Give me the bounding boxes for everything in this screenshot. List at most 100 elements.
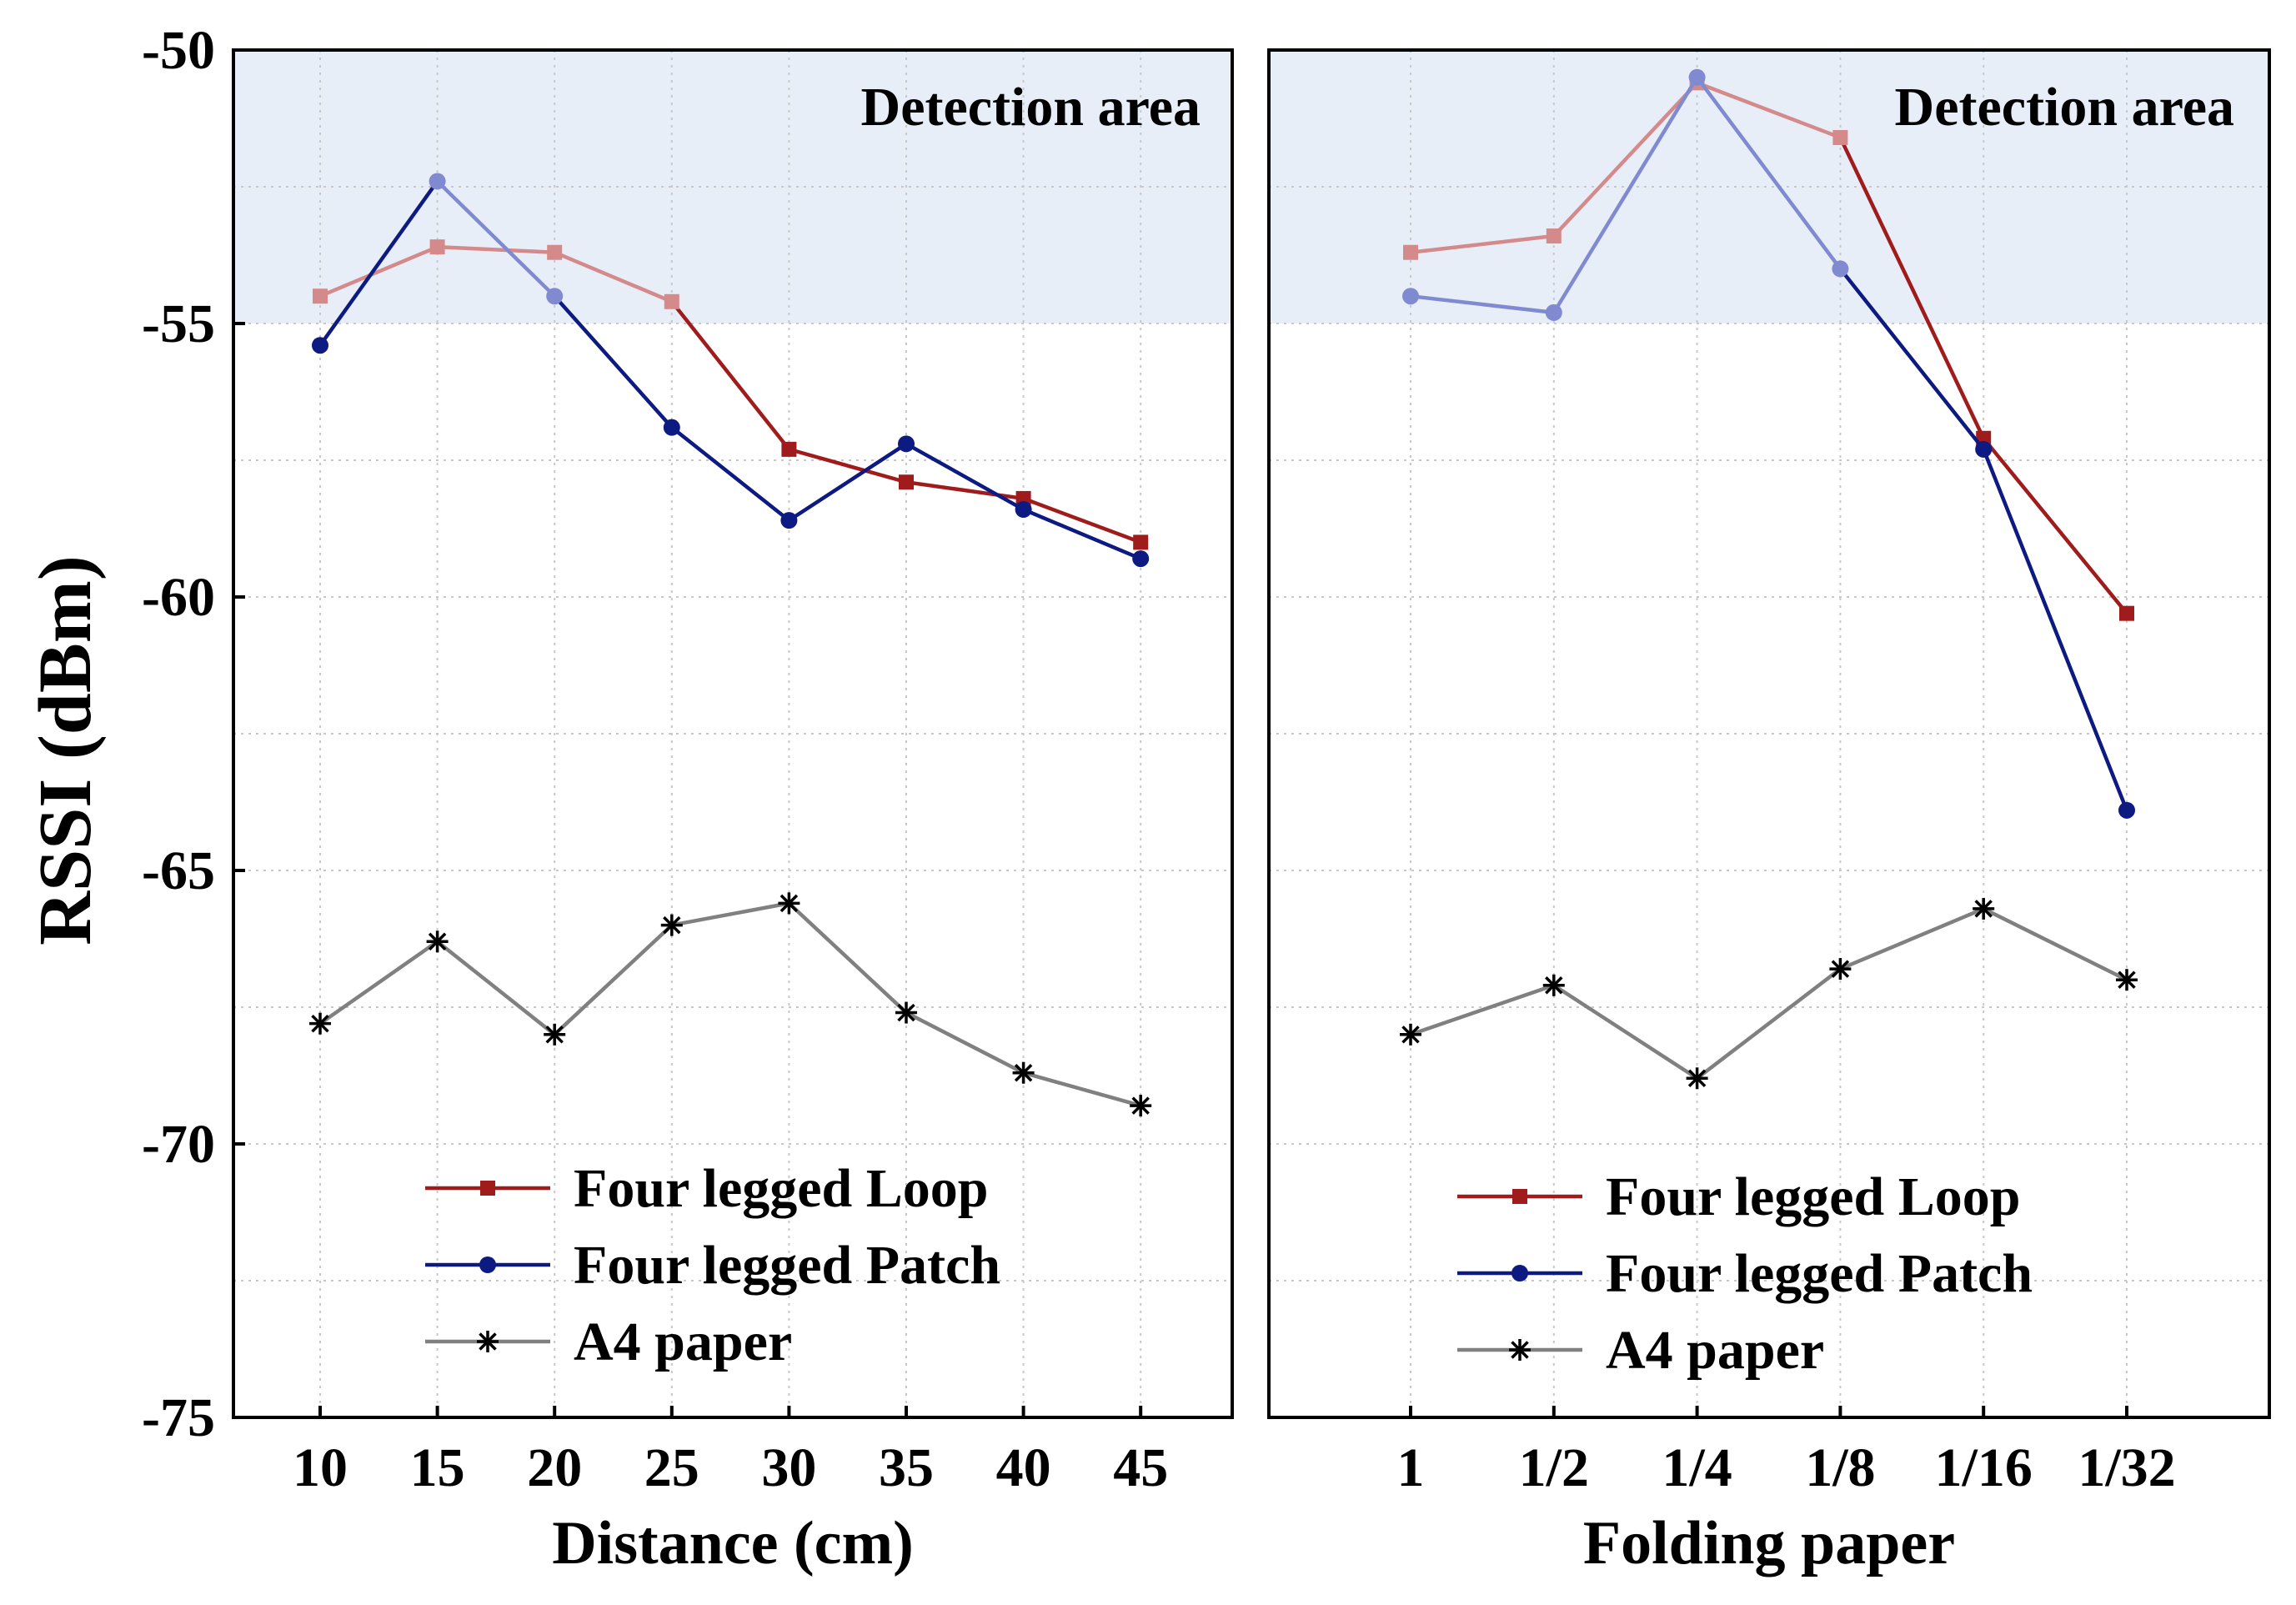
series-patch-point-1-4 (1688, 68, 1706, 86)
x-tick-label-10: 10 (293, 1437, 348, 1498)
detection-area-label: Detection area (1895, 77, 2234, 138)
series-a4-point-25 (660, 914, 683, 936)
y-tick-label: -70 (142, 1114, 215, 1175)
legend-label: Four legged Patch (574, 1235, 1000, 1296)
legend-marker-square (1512, 1189, 1527, 1204)
series-patch-point-1-32 (2118, 801, 2135, 819)
x-tick-label-1-8: 1/8 (1805, 1437, 1875, 1498)
series-a4-segment (669, 901, 791, 927)
plot-frame (232, 48, 1234, 1419)
series-a4-point-30 (778, 892, 800, 915)
legend-item-loop: Four legged Loop (1457, 1166, 2020, 1227)
detection-area-label: Detection area (861, 77, 1201, 138)
x-tick-label-20: 20 (527, 1437, 582, 1498)
series-loop-point-30 (781, 441, 797, 457)
series-loop-point-1-2 (1546, 228, 1562, 244)
series-a4-segment (1408, 983, 1557, 1037)
legend-label: A4 paper (574, 1312, 792, 1372)
x-tick-label-1-2: 1/2 (1519, 1437, 1589, 1498)
series-a4-point-45 (1130, 1095, 1152, 1117)
x-tick-label-25: 25 (644, 1437, 699, 1498)
series-patch-point-15 (429, 173, 446, 190)
series-loop-point-20 (547, 244, 563, 260)
series-loop-segment (1552, 81, 1699, 238)
series-patch-point-30 (780, 512, 798, 529)
series-patch-point-1 (1402, 288, 1419, 305)
series-loop-point-10 (313, 288, 328, 304)
x-tick-label-1-16: 1/16 (1935, 1437, 2033, 1498)
legend: Four legged Loop Four legged Patch A4 pape… (425, 1158, 1000, 1372)
series-a4-point-40 (1012, 1061, 1035, 1084)
x-tick-label-1: 1 (1397, 1437, 1425, 1498)
legend-marker-asterisk (477, 1331, 499, 1352)
y-tick-label: -65 (142, 840, 215, 901)
series-loop-segment (435, 244, 557, 254)
series-a4-segment (318, 940, 439, 1026)
series-a4-point-1-16 (1973, 897, 1995, 920)
series-loop-segment (1408, 233, 1557, 254)
series-patch-point-1-16 (1975, 440, 1993, 458)
legend-label: A4 paper (1606, 1320, 1824, 1381)
legend-label: Four legged Loop (1606, 1166, 2020, 1227)
series-a4-point-1 (1400, 1023, 1421, 1046)
panel-folding-paper: Detection area 1 1/2 1/4 1/8 1/16 1/32 Folding … (1267, 48, 2271, 1577)
series-patch-segment (1552, 75, 1699, 315)
series-a4-segment (1695, 966, 1842, 1081)
y-tick-label: -55 (142, 293, 215, 354)
legend-item-a4: A4 paper (1457, 1320, 1824, 1381)
series-loop-point-35 (899, 474, 914, 490)
series-a4-segment (1552, 983, 1699, 1081)
series-patch-segment (787, 442, 909, 523)
series-patch-point-1-8 (1832, 260, 1849, 278)
series-patch-segment (552, 293, 674, 429)
x-tick-label-35: 35 (879, 1437, 934, 1498)
series-patch-point-20 (546, 288, 564, 305)
series-loop-segment (904, 479, 1025, 501)
legend-marker-circle (1511, 1265, 1528, 1281)
series-a4-segment (1021, 1071, 1143, 1108)
series-loop-segment (318, 244, 439, 298)
series-a4-point-15 (426, 930, 449, 953)
series-patch-point-1-2 (1545, 303, 1562, 321)
series-loop-segment (1021, 496, 1143, 544)
series-patch-segment (904, 442, 1025, 512)
legend-label: Four legged Patch (1606, 1243, 2033, 1304)
series-a4-segment (552, 923, 674, 1037)
legend-item-loop: Four legged Loop (425, 1158, 988, 1219)
y-tick-label: -60 (142, 567, 215, 628)
series-loop-point-1-32 (2119, 605, 2134, 621)
plot-frame (1267, 48, 2271, 1419)
series-a4-segment (1838, 906, 1986, 971)
series-a4-point-1-4 (1686, 1067, 1708, 1090)
series-loop-segment (669, 299, 791, 452)
panel-distance: Detection area -50 -55 -60 -65 -70 -75 10 15 20 25… (142, 20, 1234, 1577)
series-patch-point-25 (663, 419, 680, 436)
legend-marker-square (480, 1181, 495, 1196)
x-axis-label: Folding paper (1583, 1509, 1955, 1577)
series-loop-segment (552, 250, 674, 304)
series-loop-segment (1695, 81, 1842, 140)
series-patch-point-40 (1015, 501, 1032, 519)
series-patch-segment (669, 425, 791, 523)
series-loop-segment (787, 447, 909, 484)
series-loop-point-25 (664, 293, 679, 309)
series-a4-point-20 (544, 1023, 566, 1046)
series-loop-segment (1981, 436, 2129, 615)
series-loop-segment (1838, 135, 1986, 441)
series-loop-point-1 (1403, 244, 1418, 260)
legend-item-patch: Four legged Patch (1457, 1243, 2033, 1304)
series-patch-segment (1981, 447, 2129, 813)
series-a4-point-1-32 (2116, 969, 2138, 991)
x-tick-label-30: 30 (761, 1437, 816, 1498)
series-patch-segment (318, 179, 439, 348)
x-tick-label-40: 40 (996, 1437, 1051, 1498)
series-a4-segment (1981, 906, 2129, 982)
y-axis-label: RSSI (dBm) (24, 555, 107, 945)
series-a4-point-1-8 (1829, 958, 1852, 981)
series-a4-point-10 (309, 1012, 331, 1035)
series-patch-point-10 (312, 337, 328, 354)
y-tick-label: -50 (142, 20, 215, 81)
legend-item-patch: Four legged Patch (425, 1235, 1000, 1296)
x-tick-label-1-32: 1/32 (2078, 1437, 2175, 1498)
